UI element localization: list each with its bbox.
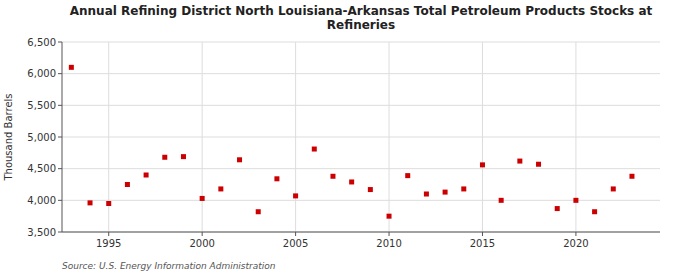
point bbox=[499, 198, 504, 203]
y-tick bbox=[58, 105, 62, 106]
x-tick-label: 2010 bbox=[376, 238, 401, 249]
grid-line bbox=[62, 200, 660, 201]
point bbox=[69, 65, 74, 70]
y-tick-label: 4,500 bbox=[27, 163, 56, 174]
point bbox=[517, 159, 522, 164]
x-tick bbox=[389, 232, 390, 236]
y-tick-label: 6,500 bbox=[27, 37, 56, 48]
point bbox=[368, 187, 373, 192]
x-tick-label: 2015 bbox=[470, 238, 495, 249]
y-tick-label: 4,000 bbox=[27, 195, 56, 206]
point bbox=[480, 162, 485, 167]
point bbox=[611, 186, 616, 191]
y-tick bbox=[58, 73, 62, 74]
point bbox=[181, 154, 186, 159]
x-tick bbox=[108, 232, 109, 236]
x-tick bbox=[575, 232, 576, 236]
x-tick bbox=[202, 232, 203, 236]
y-tick bbox=[58, 168, 62, 169]
x-tick-label: 2000 bbox=[189, 238, 214, 249]
y-tick bbox=[58, 232, 62, 233]
y-axis-label: Thousand Barrels bbox=[3, 93, 14, 181]
y-tick bbox=[58, 42, 62, 43]
x-tick-label: 2005 bbox=[283, 238, 308, 249]
y-tick-label: 5,000 bbox=[27, 132, 56, 143]
point bbox=[218, 186, 223, 191]
point bbox=[555, 206, 560, 211]
point bbox=[312, 147, 317, 152]
points bbox=[69, 65, 635, 219]
point bbox=[162, 155, 167, 160]
grid-line bbox=[62, 232, 660, 233]
grid bbox=[62, 42, 660, 232]
point bbox=[144, 173, 149, 178]
grid-line bbox=[62, 73, 660, 74]
grid-line bbox=[62, 105, 660, 106]
point bbox=[293, 193, 298, 198]
point bbox=[237, 157, 242, 162]
title: Annual Refining District North Louisiana… bbox=[70, 4, 653, 32]
point bbox=[405, 173, 410, 178]
point bbox=[443, 190, 448, 195]
point bbox=[387, 214, 392, 219]
y-tick bbox=[58, 137, 62, 138]
y-tick-label: 6,000 bbox=[27, 68, 56, 79]
point bbox=[461, 186, 466, 191]
x-axis bbox=[62, 232, 660, 233]
point bbox=[274, 176, 279, 181]
x-tick-label: 1995 bbox=[96, 238, 121, 249]
point bbox=[106, 201, 111, 206]
point bbox=[349, 179, 354, 184]
point bbox=[200, 196, 205, 201]
grid-line bbox=[62, 168, 660, 169]
y-tick bbox=[58, 200, 62, 201]
chart: Annual Refining District North Louisiana… bbox=[0, 0, 675, 275]
x-tick-label: 2020 bbox=[563, 238, 588, 249]
annotation: Source: U.S. Energy Information Administ… bbox=[62, 261, 276, 271]
point bbox=[536, 162, 541, 167]
grid-line bbox=[62, 42, 660, 43]
x-tick bbox=[295, 232, 296, 236]
x-tick bbox=[482, 232, 483, 236]
grid-line bbox=[62, 137, 660, 138]
point bbox=[88, 200, 93, 205]
point bbox=[424, 192, 429, 197]
y-tick-label: 3,500 bbox=[27, 227, 56, 238]
y-tick-label: 5,500 bbox=[27, 100, 56, 111]
point bbox=[256, 209, 261, 214]
point bbox=[592, 209, 597, 214]
point bbox=[330, 174, 335, 179]
point bbox=[573, 198, 578, 203]
point bbox=[125, 182, 130, 187]
point bbox=[629, 174, 634, 179]
